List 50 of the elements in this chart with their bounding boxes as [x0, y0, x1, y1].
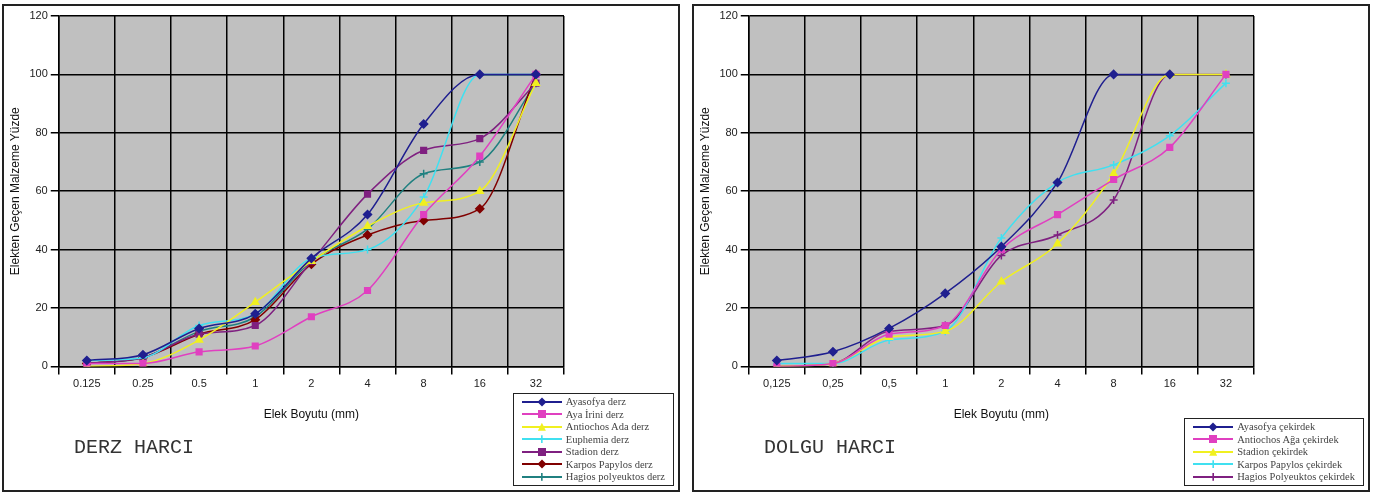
- x-tick-label: 0,5: [881, 377, 897, 390]
- x-tick-label: 0,25: [822, 377, 844, 390]
- text: DOLGU HARCI: [764, 436, 897, 459]
- x-tick-label: 16: [1163, 377, 1176, 390]
- x-tick-label: 32: [529, 377, 543, 390]
- x-tick-label: 0.125: [73, 377, 101, 390]
- legend-label: Stadion çekirdek: [1237, 446, 1309, 458]
- legend-label: Antiochos Ada derz: [565, 421, 650, 433]
- y-tick-label: 80: [725, 125, 738, 138]
- x-tick-label: 4: [1054, 377, 1061, 390]
- x-tick-label: 32: [1219, 377, 1233, 390]
- y-tick-label: 40: [725, 242, 738, 255]
- y-tick-label: 60: [725, 184, 738, 197]
- x-tick-label: 8: [420, 377, 427, 390]
- x-axis-title: Elek Boyutu (mm): [953, 407, 1050, 422]
- y-tick-label: 60: [35, 184, 48, 197]
- x-tick-label: 0,125: [763, 377, 791, 390]
- y-tick-label: 120: [719, 9, 738, 22]
- x-tick-label: 2: [308, 377, 315, 390]
- legend-label: Antiochos Ağa çekirdek: [1237, 433, 1339, 445]
- legend-label: Euphemia derz: [565, 433, 630, 445]
- x-tick-label: 1: [942, 377, 949, 390]
- y-tick-label: 100: [719, 67, 738, 80]
- x-axis-title: Elek Boyutu (mm): [263, 407, 360, 422]
- legend-label: Stadion derz: [565, 446, 619, 458]
- legend-label: Aya İrini derz: [565, 408, 624, 420]
- x-tick-label: 4: [364, 377, 371, 390]
- y-tick-label: 40: [35, 242, 48, 255]
- y-tick-label: 120: [29, 9, 48, 22]
- text: DERZ HARCI: [74, 436, 195, 459]
- x-tick-label: 8: [1110, 377, 1117, 390]
- y-axis-title: Elekten Geçen Malzeme Yüzde: [697, 106, 712, 276]
- y-tick-label: 20: [725, 301, 738, 314]
- x-tick-label: 0.5: [191, 377, 207, 390]
- y-tick-label: 80: [35, 125, 48, 138]
- y-tick-label: 0: [41, 359, 48, 372]
- legend-label: Karpos Papylos derz: [565, 458, 653, 470]
- x-tick-label: 16: [473, 377, 486, 390]
- x-tick-label: 2: [998, 377, 1005, 390]
- x-tick-label: 1: [252, 377, 259, 390]
- y-tick-label: 20: [35, 301, 48, 314]
- y-tick-label: 0: [731, 359, 738, 372]
- legend-label: Ayasofya çekirdek: [1237, 421, 1316, 433]
- legend-label: Karpos Papylos çekirdek: [1237, 458, 1343, 470]
- legend-label: Ayasofya derz: [565, 396, 626, 408]
- y-tick-label: 100: [29, 67, 48, 80]
- legend-label: Hagios Polyeuktos çekirdek: [1237, 471, 1355, 483]
- legend-label: Hagios polyeuktos derz: [565, 471, 665, 483]
- y-axis-title: Elekten Geçen Malzeme Yüzde: [7, 106, 22, 276]
- x-tick-label: 0.25: [132, 377, 154, 390]
